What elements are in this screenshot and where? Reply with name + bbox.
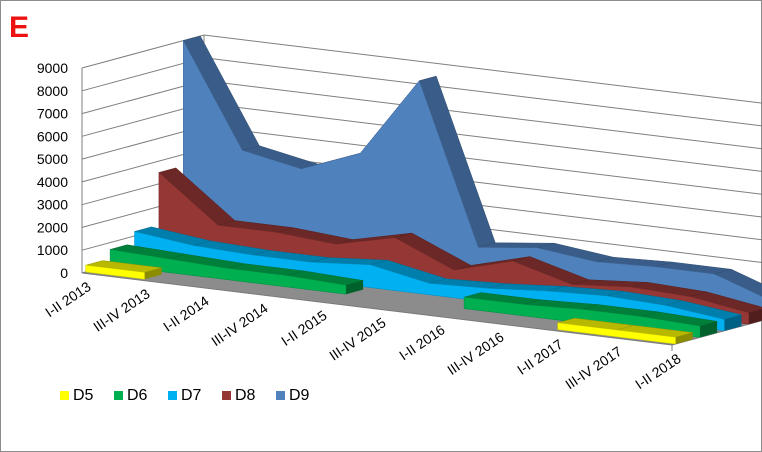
series-D8: [158, 167, 762, 325]
y-tick-label: 2000: [37, 219, 68, 235]
y-tick-label: 8000: [37, 83, 68, 99]
area-side-D8: [748, 309, 762, 325]
y-tick-label: 3000: [37, 197, 68, 213]
legend-label: D8: [235, 387, 256, 404]
legend-label: D9: [289, 387, 310, 404]
legend-item-D9: D9: [276, 387, 310, 404]
x-tick-label: I-II 2014: [160, 293, 212, 335]
legend-item-D7: D7: [168, 387, 202, 404]
x-tick-label: I-II 2016: [396, 321, 448, 363]
series-layer: [85, 35, 762, 345]
y-tick-label: 9000: [37, 60, 68, 76]
legend-swatch: [222, 391, 231, 400]
area-side-D6: [346, 280, 364, 295]
x-tick-label: I-II 2013: [42, 278, 94, 320]
x-tick-label: I-II 2015: [278, 307, 330, 349]
y-tick-label: 7000: [37, 106, 68, 122]
y-tick-label: 5000: [37, 151, 68, 167]
y-tick-labels: 0 1000 2000 3000 4000 5000 6000 7000 8000 9000: [37, 60, 68, 281]
legend-item-D8: D8: [222, 387, 256, 404]
y-tick-label: 6000: [37, 128, 68, 144]
area-top-D9: [713, 269, 762, 297]
area-side-D5: [144, 267, 162, 280]
x-tick-label: I-II 2018: [632, 350, 684, 392]
legend-swatch: [168, 391, 177, 400]
y-tick-label: 1000: [37, 242, 68, 258]
legend-label: D6: [127, 387, 148, 404]
y-tick-label: 4000: [37, 174, 68, 190]
legend-swatch: [114, 391, 123, 400]
legend-label: D5: [73, 387, 94, 404]
legend: D5 D6 D7 D8 D9: [60, 387, 310, 404]
panel-label: E: [9, 11, 30, 44]
area-side-D5: [675, 332, 693, 344]
x-tick-label: III-IV 2014: [208, 300, 271, 350]
legend-item-D5: D5: [60, 387, 94, 404]
series-D5: [85, 260, 693, 345]
x-tick-label: III-IV 2013: [90, 285, 153, 335]
y-tick-label: 0: [60, 265, 68, 281]
legend-swatch: [60, 391, 69, 400]
x-tick-label: III-IV 2015: [326, 314, 389, 364]
area-side-D6: [700, 321, 718, 338]
legend-label: D7: [181, 387, 202, 404]
x-tick-label: III-IV 2016: [444, 329, 507, 379]
x-tick-label: III-IV 2017: [562, 343, 625, 393]
legend-swatch: [276, 391, 285, 400]
x-tick-label: I-II 2017: [514, 336, 566, 378]
legend-item-D6: D6: [114, 387, 148, 404]
area-side-D7: [724, 314, 742, 331]
